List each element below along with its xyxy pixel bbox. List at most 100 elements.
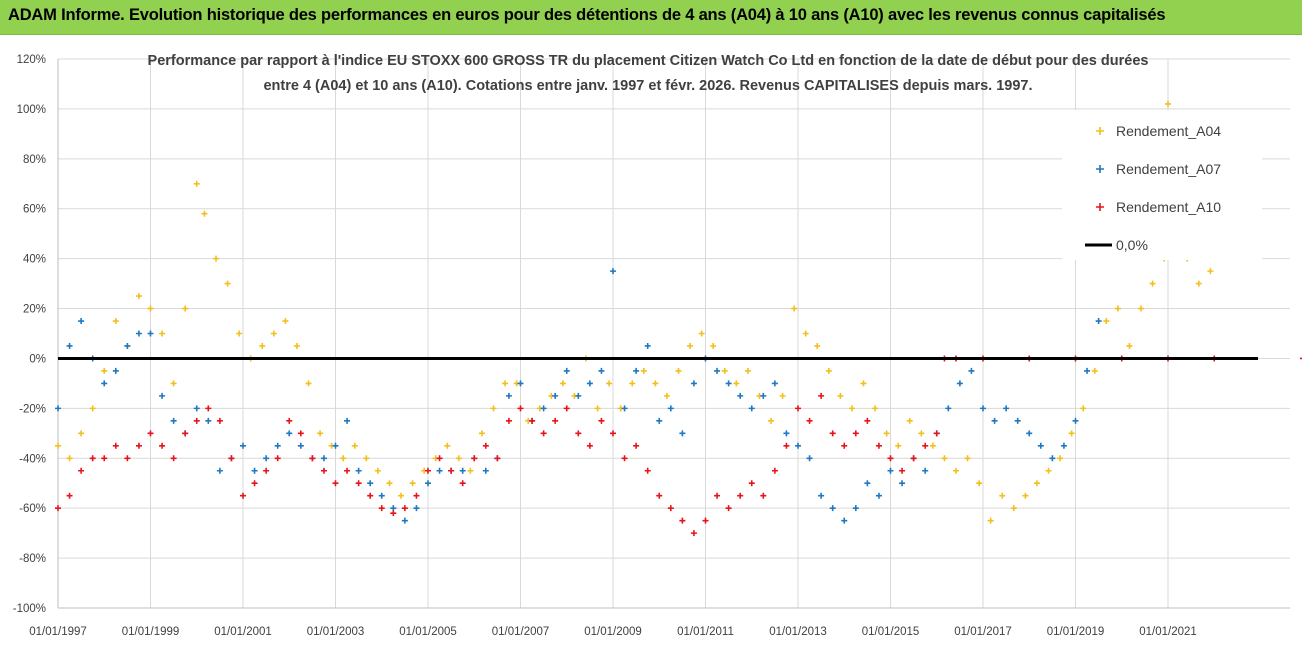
y-tick-label: -20% xyxy=(19,403,46,415)
data-point-rendement-a07 xyxy=(320,455,327,462)
data-point-rendement-a07 xyxy=(112,367,119,374)
x-tick-label: 01/01/1999 xyxy=(122,626,180,638)
data-point-rendement-a04 xyxy=(652,380,659,387)
data-point-rendement-a07 xyxy=(1072,417,1079,424)
data-point-rendement-a10 xyxy=(182,430,189,437)
data-point-rendement-a04 xyxy=(1045,467,1052,474)
data-point-rendement-a10 xyxy=(448,467,455,474)
data-point-rendement-a07 xyxy=(667,405,674,412)
data-point-rendement-a10 xyxy=(459,480,466,487)
data-point-rendement-a07 xyxy=(956,380,963,387)
data-point-rendement-a07 xyxy=(841,517,848,524)
data-point-rendement-a10 xyxy=(55,505,61,512)
y-tick-label: 80% xyxy=(23,154,46,166)
data-point-rendement-a04 xyxy=(398,492,405,499)
data-point-rendement-a04 xyxy=(710,342,717,349)
legend-marker xyxy=(1096,165,1104,173)
data-point-rendement-a04 xyxy=(768,417,775,424)
data-point-rendement-a07 xyxy=(1037,442,1044,449)
data-point-rendement-a10 xyxy=(922,442,929,449)
y-tick-label: -60% xyxy=(19,503,46,515)
data-point-rendement-a04 xyxy=(825,367,832,374)
data-point-rendement-a04 xyxy=(1165,100,1171,107)
data-point-rendement-a07 xyxy=(783,430,790,437)
data-point-rendement-a04 xyxy=(182,305,189,312)
data-point-rendement-a04 xyxy=(929,442,936,449)
data-point-rendement-a04 xyxy=(1057,455,1064,462)
data-point-rendement-a07 xyxy=(505,392,512,399)
data-point-rendement-a10 xyxy=(644,467,651,474)
data-point-rendement-a04 xyxy=(502,380,509,387)
x-tick-label: 01/01/2007 xyxy=(492,626,550,638)
data-point-rendement-a07 xyxy=(806,455,813,462)
data-point-rendement-a04 xyxy=(147,305,154,312)
data-point-rendement-a10 xyxy=(505,417,512,424)
y-tick-label: 60% xyxy=(23,204,46,216)
data-point-rendement-a07 xyxy=(852,505,859,512)
x-tick-label: 01/01/1997 xyxy=(29,626,87,638)
data-point-rendement-a10 xyxy=(887,455,894,462)
data-point-rendement-a07 xyxy=(170,417,177,424)
data-point-rendement-a10 xyxy=(228,455,235,462)
data-point-rendement-a04 xyxy=(340,455,347,462)
data-point-rendement-a07 xyxy=(135,330,142,337)
data-point-rendement-a10 xyxy=(829,430,836,437)
data-point-rendement-a10 xyxy=(112,442,119,449)
data-point-rendement-a10 xyxy=(598,417,605,424)
data-point-rendement-a07 xyxy=(355,467,362,474)
data-point-rendement-a07 xyxy=(147,330,154,337)
data-point-rendement-a10 xyxy=(841,442,848,449)
data-point-rendement-a10 xyxy=(771,467,778,474)
x-tick-label: 01/01/2011 xyxy=(677,626,734,638)
x-tick-label: 01/01/2021 xyxy=(1139,626,1197,638)
data-point-rendement-a10 xyxy=(748,480,755,487)
data-point-rendement-a04 xyxy=(1138,305,1145,312)
data-point-rendement-a04 xyxy=(293,342,300,349)
data-point-rendement-a10 xyxy=(101,455,108,462)
data-point-rendement-a07 xyxy=(159,392,166,399)
y-tick-label: 20% xyxy=(23,304,46,316)
data-point-rendement-a10 xyxy=(89,455,96,462)
data-point-rendement-a04 xyxy=(1114,305,1121,312)
data-point-rendement-a04 xyxy=(112,318,119,325)
legend-marker xyxy=(1096,127,1104,135)
data-point-rendement-a07 xyxy=(633,367,640,374)
data-point-rendement-a07 xyxy=(274,442,281,449)
data-point-rendement-a04 xyxy=(895,442,902,449)
data-point-rendement-a10 xyxy=(737,492,744,499)
data-point-rendement-a07 xyxy=(78,318,85,325)
data-point-rendement-a04 xyxy=(872,405,879,412)
x-tick-label: 01/01/2003 xyxy=(307,626,365,638)
data-point-rendement-a04 xyxy=(66,455,73,462)
data-point-rendement-a04 xyxy=(386,480,393,487)
data-point-rendement-a10 xyxy=(320,467,327,474)
data-point-rendement-a07 xyxy=(425,480,431,487)
data-point-rendement-a04 xyxy=(305,380,312,387)
report-title: ADAM Informe. Evolution historique des p… xyxy=(8,6,1166,24)
data-point-rendement-a04 xyxy=(1068,430,1075,437)
data-point-rendement-a10 xyxy=(552,417,559,424)
data-point-rendement-a07 xyxy=(968,367,975,374)
x-tick-label: 01/01/2013 xyxy=(769,626,827,638)
data-point-rendement-a07 xyxy=(864,480,871,487)
data-point-rendement-a07 xyxy=(1003,405,1010,412)
data-point-rendement-a07 xyxy=(679,430,686,437)
data-point-rendement-a04 xyxy=(55,442,61,449)
data-point-rendement-a04 xyxy=(1033,480,1040,487)
data-point-rendement-a04 xyxy=(135,293,142,300)
data-point-rendement-a07 xyxy=(771,380,778,387)
data-point-rendement-a10 xyxy=(633,442,640,449)
data-point-rendement-a04 xyxy=(594,405,601,412)
data-point-rendement-a10 xyxy=(135,442,142,449)
data-point-rendement-a07 xyxy=(725,380,732,387)
data-point-rendement-a10 xyxy=(725,505,732,512)
data-point-rendement-a04 xyxy=(201,210,208,217)
data-point-rendement-a10 xyxy=(66,492,73,499)
data-point-rendement-a04 xyxy=(953,467,960,474)
data-point-rendement-a04 xyxy=(779,392,786,399)
legend-marker xyxy=(1096,203,1104,211)
data-point-rendement-a07 xyxy=(344,417,351,424)
data-point-rendement-a04 xyxy=(814,342,821,349)
data-point-rendement-a07 xyxy=(286,430,293,437)
x-tick-label: 01/01/2017 xyxy=(954,626,1012,638)
